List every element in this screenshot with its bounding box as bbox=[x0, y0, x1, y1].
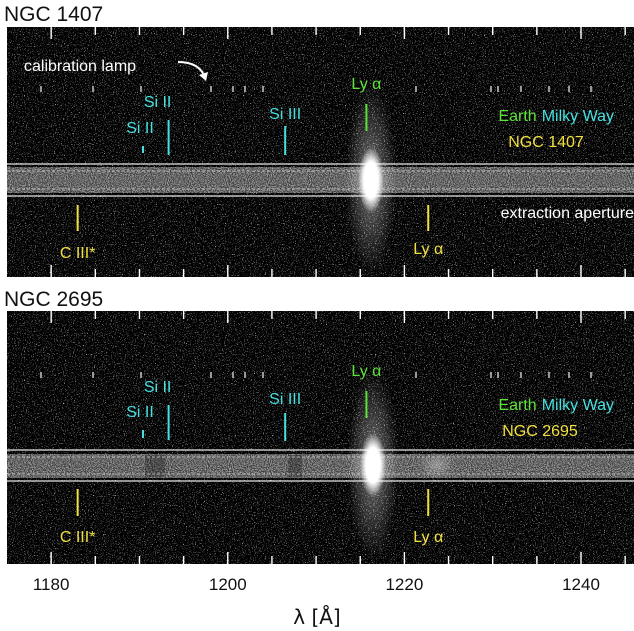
legend: Earth Milky Way NGC 1407 bbox=[498, 108, 614, 151]
x-tick-label: 1240 bbox=[562, 575, 600, 594]
line-marker-label: Si III bbox=[269, 106, 301, 123]
x-tick-label: 1220 bbox=[385, 575, 423, 594]
absorption-trough bbox=[288, 455, 302, 477]
legend-milky-way: Milky Way bbox=[542, 397, 614, 414]
line-marker-label: Si III bbox=[269, 391, 301, 408]
frame-ticks bbox=[50, 311, 626, 564]
line-markers: Si II Si II Si III Ly α C III* Ly α bbox=[60, 363, 443, 546]
legend-line-1: Earth Milky Way bbox=[498, 108, 614, 125]
calibration-arrowhead bbox=[199, 72, 208, 81]
noise-texture bbox=[7, 27, 634, 277]
line-marker-label: C III* bbox=[60, 529, 96, 546]
calibration-lamp-label: calibration lamp bbox=[24, 58, 136, 75]
legend-milky-way: Milky Way bbox=[542, 108, 614, 125]
legend-line-1: Earth Milky Way bbox=[498, 397, 614, 414]
panel-title: NGC 2695 bbox=[4, 288, 103, 311]
calibration-lamp-streaks bbox=[40, 86, 592, 92]
x-tick-label: 1200 bbox=[209, 575, 247, 594]
calibration-lamp-streaks bbox=[40, 372, 592, 378]
lya-emission-blob bbox=[360, 433, 386, 497]
line-marker-label: Si II bbox=[126, 404, 154, 421]
line-marker-label: Si II bbox=[144, 379, 172, 396]
legend-galaxy: NGC 2695 bbox=[502, 423, 578, 440]
line-marker-label: C III* bbox=[60, 245, 96, 262]
line-markers: Si II Si II Si III Ly α C III* Ly α bbox=[60, 76, 443, 262]
lya-emission-blob bbox=[358, 147, 384, 213]
panel-title: NGC 1407 bbox=[4, 3, 103, 26]
line-marker-label: Ly α bbox=[351, 76, 381, 93]
line-marker-label: Si II bbox=[126, 120, 154, 137]
x-axis-label: λ [Å] bbox=[293, 605, 340, 629]
galaxy-lya-glow bbox=[419, 451, 455, 479]
legend-earth: Earth bbox=[498, 108, 536, 125]
x-tick-labels: 1180 1200 1220 1240 bbox=[33, 575, 600, 594]
line-marker-label: Si II bbox=[144, 94, 172, 111]
frame-ticks bbox=[50, 27, 626, 277]
line-marker-label: Ly α bbox=[351, 363, 381, 380]
legend: Earth Milky Way NGC 2695 bbox=[498, 397, 614, 440]
x-axis: 1180 1200 1220 1240 λ [Å] bbox=[33, 575, 600, 629]
line-marker-label: Ly α bbox=[413, 529, 443, 546]
noise-texture bbox=[7, 311, 634, 564]
legend-earth: Earth bbox=[498, 397, 536, 414]
line-marker-label: Ly α bbox=[413, 241, 443, 258]
x-tick-label: 1180 bbox=[33, 575, 70, 594]
legend-galaxy: NGC 1407 bbox=[508, 134, 584, 151]
extraction-aperture-label: extraction aperture bbox=[501, 205, 634, 222]
absorption-trough bbox=[145, 455, 165, 477]
